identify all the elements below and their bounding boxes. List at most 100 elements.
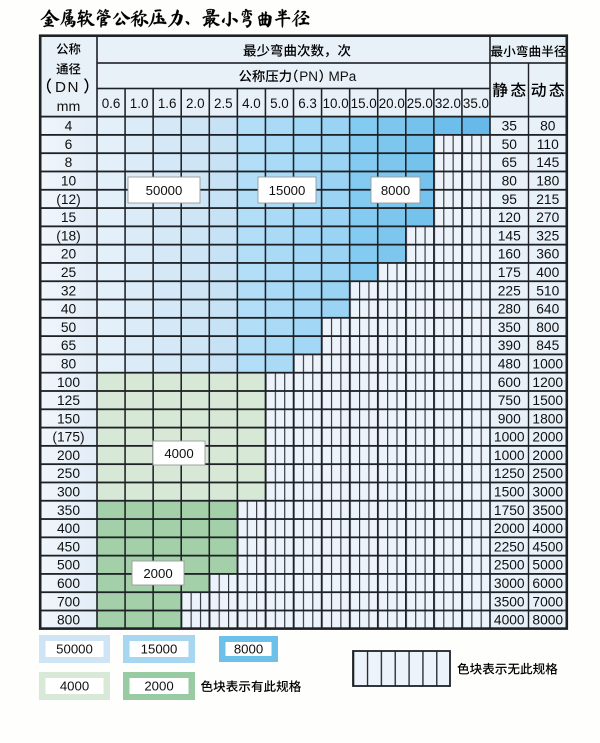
svg-text:1.0: 1.0 xyxy=(130,96,149,111)
svg-text:1500: 1500 xyxy=(532,393,563,408)
svg-text:15: 15 xyxy=(61,210,77,225)
svg-text:65: 65 xyxy=(61,338,77,353)
svg-text:450: 450 xyxy=(57,539,80,554)
svg-text:50000: 50000 xyxy=(146,183,183,198)
svg-text:1000: 1000 xyxy=(532,356,563,371)
svg-text:3000: 3000 xyxy=(494,576,525,591)
svg-text:150: 150 xyxy=(57,411,80,426)
svg-text:25: 25 xyxy=(61,265,77,280)
svg-text:15000: 15000 xyxy=(269,183,306,198)
svg-text:50: 50 xyxy=(502,137,518,152)
svg-text:640: 640 xyxy=(536,302,559,317)
svg-text:mm: mm xyxy=(57,99,81,115)
svg-text:700: 700 xyxy=(57,594,80,609)
svg-text:2500: 2500 xyxy=(494,558,525,573)
svg-text:200: 200 xyxy=(57,448,80,463)
svg-text:215: 215 xyxy=(536,192,559,207)
svg-text:20.0: 20.0 xyxy=(379,96,405,111)
svg-text:280: 280 xyxy=(498,302,521,317)
svg-text:(175): (175) xyxy=(52,430,84,445)
svg-text:6.3: 6.3 xyxy=(298,96,317,111)
svg-text:50000: 50000 xyxy=(56,642,93,657)
svg-text:1250: 1250 xyxy=(494,466,525,481)
svg-text:2000: 2000 xyxy=(532,448,563,463)
svg-text:180: 180 xyxy=(536,174,559,189)
svg-text:1800: 1800 xyxy=(532,411,563,426)
svg-text:800: 800 xyxy=(57,613,80,628)
svg-text:3500: 3500 xyxy=(532,503,563,518)
svg-text:300: 300 xyxy=(57,485,80,500)
svg-text:3000: 3000 xyxy=(532,485,563,500)
svg-text:10.0: 10.0 xyxy=(323,96,349,111)
svg-text:DN: DN xyxy=(55,79,80,96)
svg-text:120: 120 xyxy=(498,210,521,225)
svg-text:8: 8 xyxy=(65,155,73,170)
svg-text:65: 65 xyxy=(502,155,518,170)
svg-text:1750: 1750 xyxy=(494,503,525,518)
svg-text:8000: 8000 xyxy=(532,613,563,628)
svg-text:35.0: 35.0 xyxy=(463,96,489,111)
svg-text:400: 400 xyxy=(536,265,559,280)
svg-text:2.0: 2.0 xyxy=(186,96,205,111)
svg-text:4000: 4000 xyxy=(532,521,563,536)
svg-text:80: 80 xyxy=(502,174,518,189)
svg-text:5.0: 5.0 xyxy=(270,96,289,111)
svg-text:32.0: 32.0 xyxy=(435,96,461,111)
svg-text:32: 32 xyxy=(61,283,76,298)
svg-text:5000: 5000 xyxy=(532,558,563,573)
svg-text:MPa: MPa xyxy=(329,69,357,84)
svg-text:3500: 3500 xyxy=(494,594,525,609)
svg-text:6000: 6000 xyxy=(532,576,563,591)
svg-text:(18): (18) xyxy=(56,228,81,243)
svg-text:80: 80 xyxy=(540,119,556,134)
svg-text:325: 325 xyxy=(536,228,559,243)
svg-text:10: 10 xyxy=(61,174,77,189)
svg-text:160: 160 xyxy=(498,247,521,262)
svg-text:1000: 1000 xyxy=(494,430,525,445)
svg-text:845: 845 xyxy=(536,338,559,353)
svg-text:15.0: 15.0 xyxy=(351,96,377,111)
svg-text:125: 125 xyxy=(57,393,80,408)
svg-text:480: 480 xyxy=(498,356,521,371)
svg-text:4500: 4500 xyxy=(532,539,563,554)
svg-text:15000: 15000 xyxy=(141,642,178,657)
svg-text:1.6: 1.6 xyxy=(158,96,177,111)
svg-text:25.0: 25.0 xyxy=(407,96,433,111)
svg-text:390: 390 xyxy=(498,338,521,353)
svg-text:145: 145 xyxy=(536,155,559,170)
svg-text:510: 510 xyxy=(536,283,559,298)
svg-text:8000: 8000 xyxy=(381,183,410,198)
svg-text:2250: 2250 xyxy=(494,539,525,554)
svg-text:2000: 2000 xyxy=(144,679,173,694)
svg-text:50: 50 xyxy=(61,320,77,335)
svg-text:4.0: 4.0 xyxy=(242,96,261,111)
svg-text:175: 175 xyxy=(498,265,521,280)
svg-text:6: 6 xyxy=(65,137,73,152)
svg-text:95: 95 xyxy=(502,192,518,207)
svg-text:360: 360 xyxy=(536,247,559,262)
svg-text:2000: 2000 xyxy=(143,566,172,581)
svg-text:400: 400 xyxy=(57,521,80,536)
svg-text:80: 80 xyxy=(61,356,77,371)
svg-text:270: 270 xyxy=(536,210,559,225)
svg-text:350: 350 xyxy=(498,320,521,335)
svg-text:4000: 4000 xyxy=(494,613,525,628)
svg-text:0.6: 0.6 xyxy=(102,96,121,111)
svg-text:2500: 2500 xyxy=(532,466,563,481)
svg-text:1000: 1000 xyxy=(494,448,525,463)
svg-text:110: 110 xyxy=(537,137,559,152)
svg-text:2000: 2000 xyxy=(532,430,563,445)
svg-text:20: 20 xyxy=(61,247,77,262)
svg-text:35: 35 xyxy=(502,119,518,134)
svg-text:800: 800 xyxy=(536,320,559,335)
svg-text:8000: 8000 xyxy=(234,642,263,657)
svg-text:2.5: 2.5 xyxy=(214,96,233,111)
svg-text:750: 750 xyxy=(498,393,521,408)
svg-text:2000: 2000 xyxy=(494,521,525,536)
svg-text:500: 500 xyxy=(57,558,80,573)
svg-text:600: 600 xyxy=(498,375,521,390)
svg-text:4: 4 xyxy=(65,119,73,134)
svg-text:1200: 1200 xyxy=(532,375,563,390)
svg-text:(12): (12) xyxy=(56,192,81,207)
svg-text:40: 40 xyxy=(61,302,77,317)
